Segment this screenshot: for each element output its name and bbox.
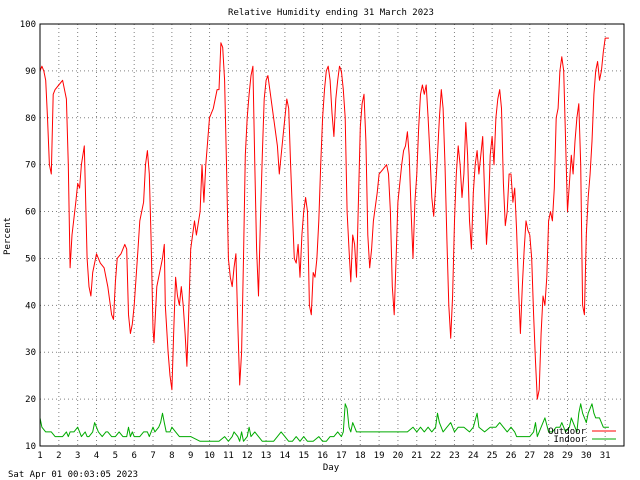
legend-label-outdoor: Outdoor — [548, 427, 587, 437]
plot-frame — [39, 23, 625, 447]
y-tick-label: 60 — [25, 208, 36, 218]
x-tick-label: 21 — [411, 451, 422, 461]
x-tick-label: 6 — [131, 451, 136, 461]
y-tick-label: 20 — [25, 395, 36, 405]
y-tick-label: 30 — [25, 348, 36, 358]
x-tick-label: 20 — [393, 451, 404, 461]
x-tick-label: 30 — [581, 451, 592, 461]
x-tick-label: 19 — [374, 451, 385, 461]
x-tick-label: 13 — [261, 451, 272, 461]
x-tick-label: 29 — [562, 451, 573, 461]
x-tick-label: 5 — [113, 451, 118, 461]
footer-timestamp: Sat Apr 01 00:03:05 2023 — [8, 470, 138, 480]
x-tick-label: 7 — [150, 451, 155, 461]
y-tick-label: 70 — [25, 161, 36, 171]
series-line-outdoor — [39, 37, 609, 400]
x-tick-label: 15 — [298, 451, 309, 461]
x-tick-label: 17 — [336, 451, 347, 461]
x-tick-label: 9 — [188, 451, 193, 461]
x-tick-label: 2 — [56, 451, 61, 461]
y-tick-label: 80 — [25, 114, 36, 124]
x-tick-label: 18 — [355, 451, 366, 461]
x-tick-label: 28 — [543, 451, 554, 461]
x-tick-label: 11 — [223, 451, 234, 461]
x-tick-label: 27 — [524, 451, 535, 461]
x-tick-label: 12 — [242, 451, 253, 461]
chart-title: Relative Humidity ending 31 March 2023 — [228, 8, 434, 18]
x-tick-label: 3 — [75, 451, 80, 461]
legend-label-indoor: Indoor — [553, 435, 586, 445]
x-tick-label: 8 — [169, 451, 174, 461]
y-tick-label: 90 — [25, 67, 36, 77]
x-tick-label: 31 — [600, 451, 611, 461]
x-tick-label: 24 — [468, 451, 479, 461]
x-tick-label: 1 — [37, 451, 42, 461]
x-tick-label: 22 — [430, 451, 441, 461]
y-tick-label: 40 — [25, 301, 36, 311]
y-axis-label: Percent — [3, 217, 13, 255]
y-tick-label: 100 — [20, 20, 36, 30]
x-tick-label: 26 — [506, 451, 517, 461]
y-tick-label: 10 — [25, 442, 36, 452]
tick-labels: 1 2 3 4 5 6 7 8 9 10 11 12 13 14 15 16 17 18 19 20 21 22 23 24 2… — [20, 20, 611, 461]
x-tick-label: 10 — [204, 451, 215, 461]
y-tick-label: 50 — [25, 254, 36, 264]
series-line-indoor — [39, 403, 609, 442]
x-axis-label: Day — [323, 463, 340, 473]
x-tick-label: 14 — [279, 451, 290, 461]
x-tick-label: 4 — [94, 451, 99, 461]
x-tick-label: 16 — [317, 451, 328, 461]
x-tick-label: 25 — [487, 451, 498, 461]
series-lines — [39, 37, 609, 442]
x-tick-label: 23 — [449, 451, 460, 461]
